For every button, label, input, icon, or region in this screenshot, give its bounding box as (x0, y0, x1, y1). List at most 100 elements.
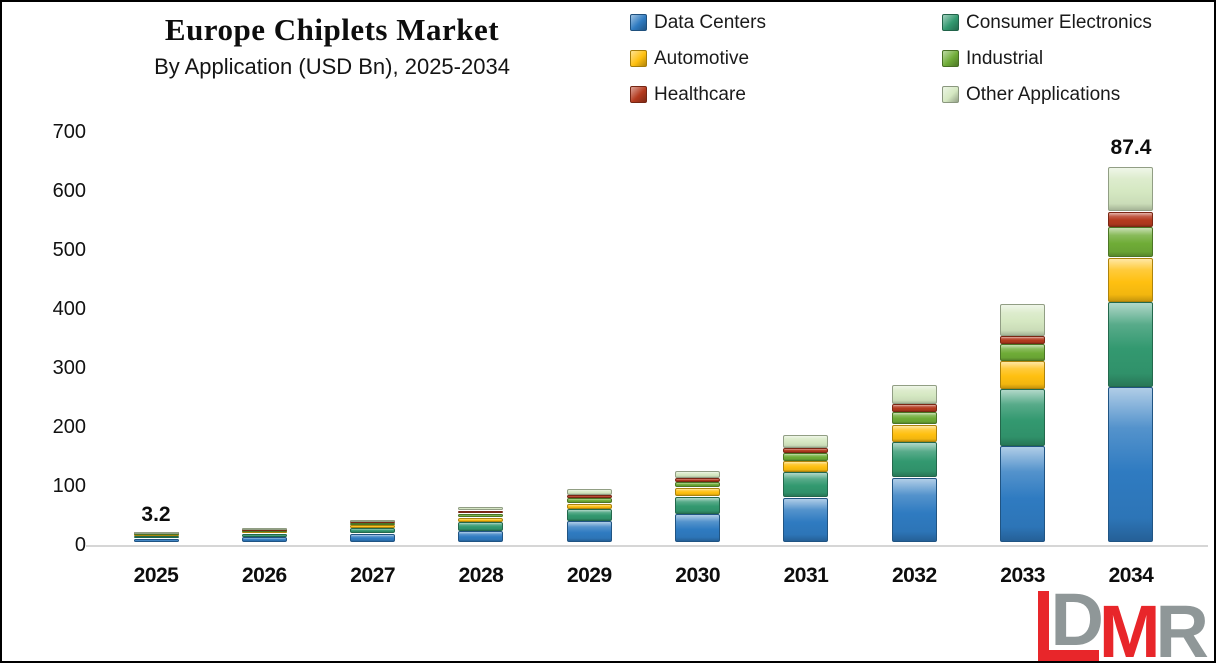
bar-segment-2028-other-applications (458, 506, 504, 511)
legend-swatch-icon (630, 50, 647, 67)
dmr-logo: D M R (1038, 583, 1210, 663)
bar-segment-2032-automotive (891, 424, 937, 442)
legend-item-industrial: Industrial (942, 47, 1210, 70)
x-axis-label-2034: 2034 (1108, 564, 1154, 587)
bar-segment-2032-other-applications (891, 384, 937, 404)
bar-segment-2029-automotive (566, 503, 612, 509)
logo-letter-d: D (1038, 583, 1104, 661)
bar-segment-2030-data-centers (675, 514, 721, 542)
bar-segment-2031-healthcare (783, 448, 829, 453)
x-axis-label-2032: 2032 (891, 564, 937, 587)
bar-segment-2033-other-applications (1000, 304, 1046, 336)
bar-segment-2029-other-applications (566, 489, 612, 495)
legend-label: Data Centers (654, 12, 766, 33)
y-axis-tick-label: 700 (52, 121, 86, 143)
legend-item-other-applications: Other Applications (942, 83, 1210, 106)
bar-segment-2027-data-centers (350, 533, 396, 542)
legend-swatch-icon (630, 86, 647, 103)
bar-segment-2027-other-applications (350, 519, 396, 522)
bar-segment-2033-automotive (1000, 361, 1046, 389)
data-label-2025: 3.2 (141, 502, 171, 526)
x-axis-label-2029: 2029 (566, 564, 612, 587)
bar-2029 (566, 489, 612, 542)
bar-segment-2032-industrial (891, 412, 937, 424)
bar-segment-2031-automotive (783, 461, 829, 472)
bar-segment-2034-data-centers (1108, 387, 1154, 542)
bar-segment-2032-consumer-electronics (891, 442, 937, 478)
bar-2030 (675, 470, 721, 542)
bar-segment-2034-industrial (1108, 227, 1154, 258)
bar-segment-2025-consumer-electronics (133, 536, 179, 539)
bar-segment-2030-consumer-electronics (675, 496, 721, 514)
legend-label: Industrial (966, 48, 1044, 69)
bar-segment-2031-other-applications (783, 435, 829, 448)
bar-2032 (891, 384, 937, 542)
y-axis-tick-label: 400 (52, 298, 86, 320)
legend: Data Centers Consumer Electronics Automoti… (630, 11, 1210, 106)
bar-segment-2028-consumer-electronics (458, 522, 504, 531)
legend-item-data-centers: Data Centers (630, 11, 938, 34)
x-axis-label-2031: 2031 (783, 564, 829, 587)
x-axis-label-2028: 2028 (458, 564, 504, 587)
bar-segment-2028-data-centers (458, 531, 504, 542)
chart-header: Europe Chiplets Market By Application (U… (42, 12, 622, 80)
bar-segment-2028-automotive (458, 517, 504, 522)
bar-segment-2029-healthcare (566, 495, 612, 498)
bar-segment-2026-other-applications (241, 527, 287, 530)
legend-label: Other Applications (966, 84, 1121, 105)
logo-letter-m: M (1098, 590, 1161, 663)
x-axis-label-2026: 2026 (241, 564, 287, 587)
bar-segment-2027-industrial (350, 522, 396, 525)
bar-segment-2033-industrial (1000, 344, 1046, 361)
bar-segment-2027-automotive (350, 525, 396, 528)
chart-title: Europe Chiplets Market (164, 12, 500, 47)
bar-segment-2031-consumer-electronics (783, 472, 829, 498)
x-axis-line (86, 545, 1208, 547)
bar-segment-2034-consumer-electronics (1108, 302, 1154, 387)
bar-segment-2027-consumer-electronics (350, 528, 396, 534)
bar-2033 (1000, 304, 1046, 542)
bar-2025 (133, 531, 179, 542)
legend-swatch-icon (630, 14, 647, 31)
bar-segment-2031-data-centers (783, 497, 829, 542)
bar-segment-2029-data-centers (566, 521, 612, 542)
bar-2034 (1108, 166, 1154, 542)
bar-2028 (458, 506, 504, 542)
bar-segment-2032-healthcare (891, 404, 937, 412)
legend-item-healthcare: Healthcare (630, 83, 938, 106)
legend-item-consumer-electronics: Consumer Electronics (942, 11, 1210, 34)
bar-2027 (350, 519, 396, 542)
legend-label: Automotive (654, 48, 750, 69)
legend-item-automotive: Automotive (630, 47, 938, 70)
data-label-2034: 87.4 (1110, 136, 1152, 160)
bar-segment-2030-healthcare (675, 478, 721, 482)
bar-segment-2034-automotive (1108, 257, 1154, 302)
bar-2026 (241, 527, 287, 542)
y-axis-tick-label: 600 (52, 180, 86, 202)
bar-segment-2026-data-centers (241, 537, 287, 542)
bar-segment-2030-industrial (675, 482, 721, 488)
y-axis-tick-label: 500 (52, 239, 86, 261)
bar-segment-2025-other-applications (133, 531, 179, 534)
bar-segment-2028-healthcare (458, 510, 504, 514)
legend-label: Consumer Electronics (966, 12, 1152, 33)
legend-swatch-icon (942, 86, 959, 103)
bar-segment-2029-industrial (566, 498, 612, 504)
bar-segment-2034-other-applications (1108, 166, 1154, 212)
bar-segment-2033-data-centers (1000, 446, 1046, 542)
bar-segment-2031-industrial (783, 453, 829, 461)
y-axis-tick-label: 100 (52, 475, 86, 497)
logo-letter-r: R (1155, 590, 1210, 663)
legend-swatch-icon (942, 50, 959, 67)
x-axis-label-2033: 2033 (1000, 564, 1045, 587)
bar-segment-2028-industrial (458, 513, 504, 518)
bar-segment-2034-healthcare (1108, 211, 1154, 227)
bar-segment-2026-automotive (241, 531, 287, 534)
x-axis-label-2025: 2025 (133, 564, 179, 587)
y-axis-tick-label: 200 (52, 416, 86, 438)
legend-label: Healthcare (654, 84, 746, 105)
bar-segment-2033-consumer-electronics (1000, 389, 1046, 446)
bar-segment-2026-consumer-electronics (241, 533, 287, 537)
